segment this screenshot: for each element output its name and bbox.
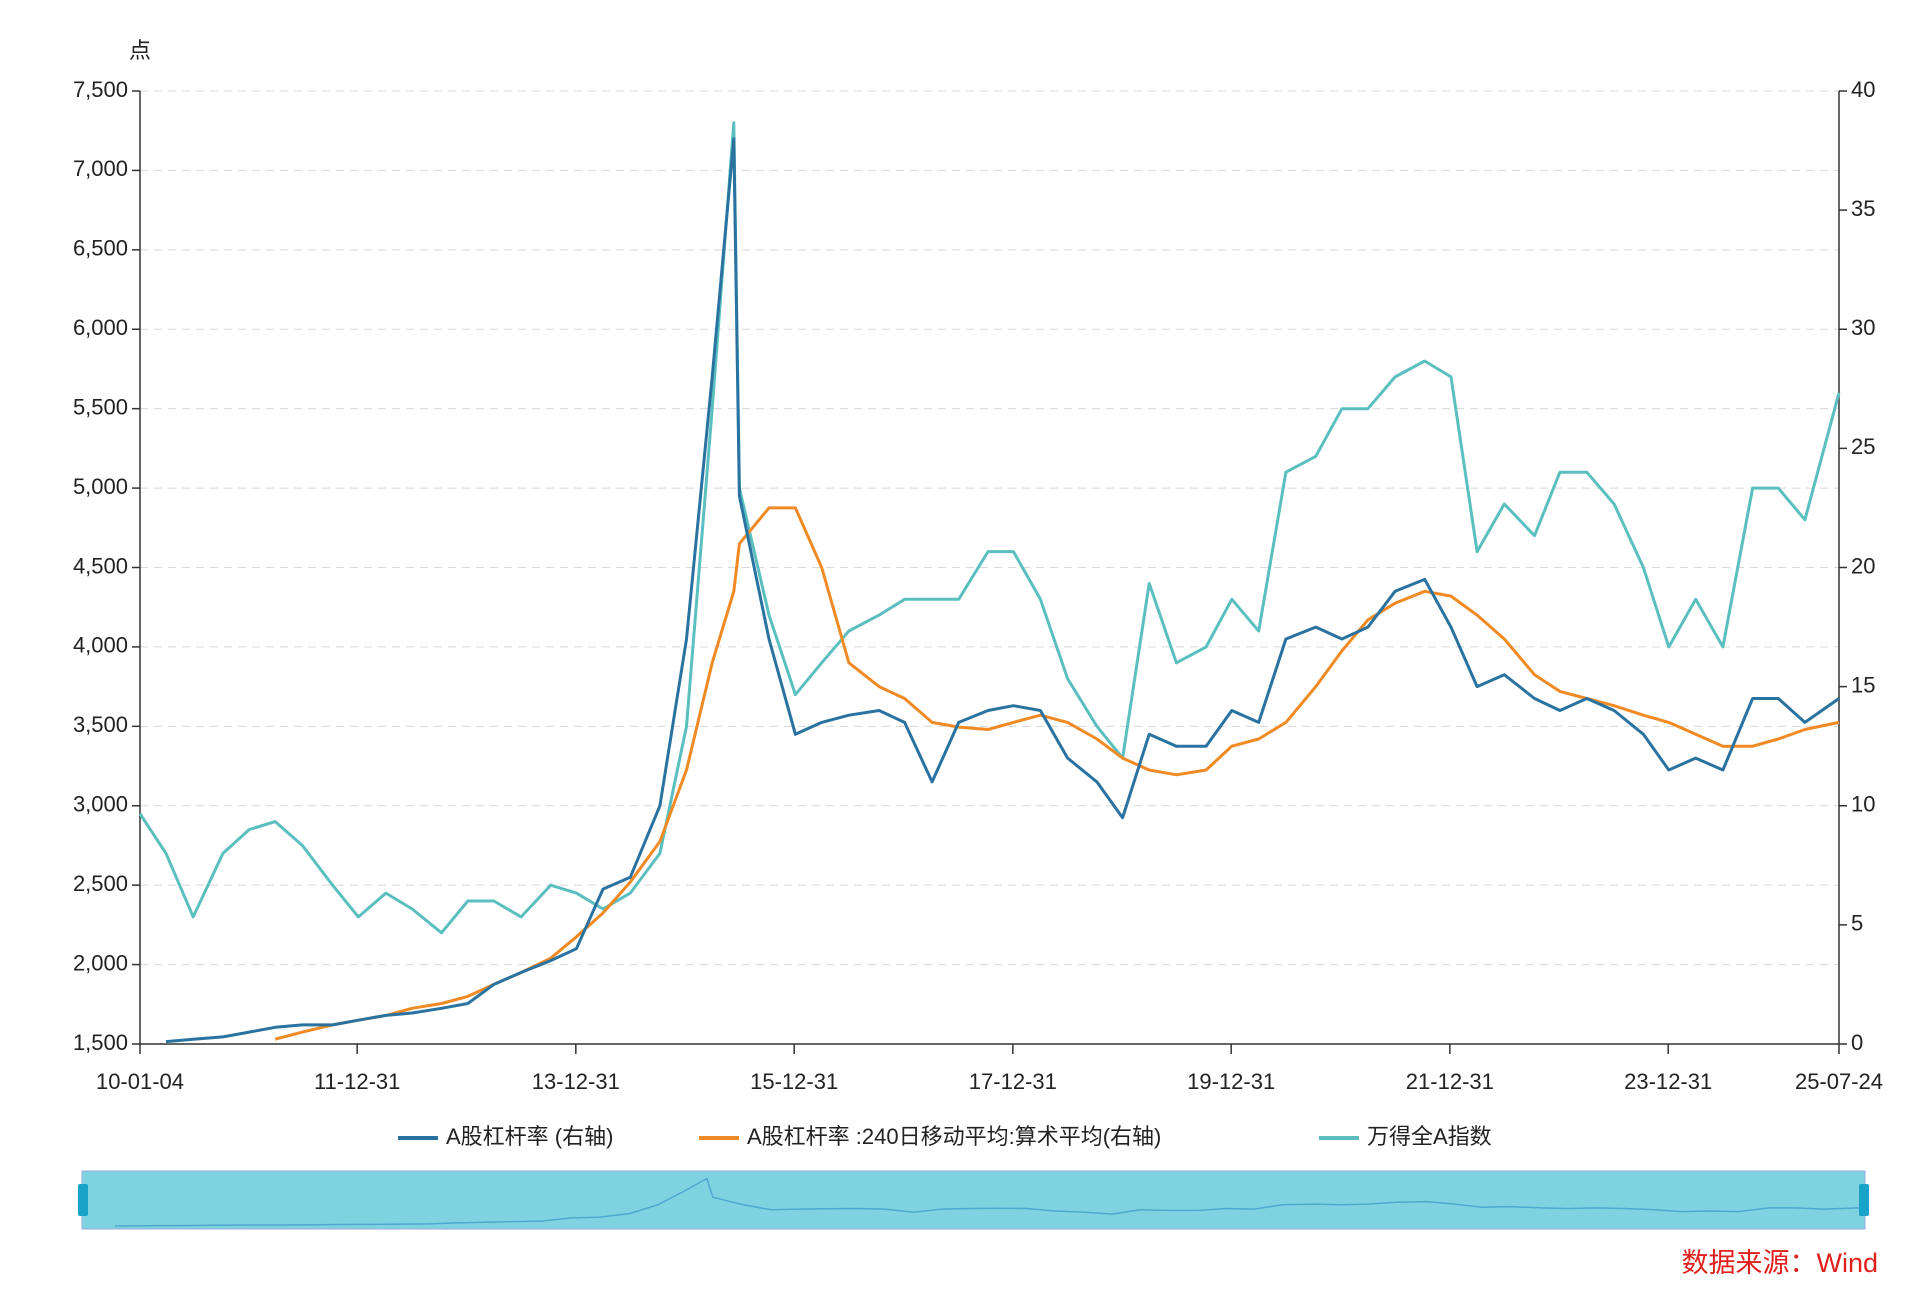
y2-tick-label: 10 bbox=[1851, 792, 1875, 817]
x-tick-label: 19-12-31 bbox=[1187, 1069, 1275, 1094]
y-tick-label: 5,000 bbox=[73, 474, 128, 499]
series-line bbox=[274, 506, 1840, 1041]
y-tick-label: 4,000 bbox=[73, 633, 128, 658]
y-tick-label: 4,500 bbox=[73, 553, 128, 578]
y-tick-label: 3,000 bbox=[73, 792, 128, 817]
navigator-handle[interactable] bbox=[1859, 1184, 1869, 1216]
legend-label: A股杠杆率 (右轴) bbox=[446, 1124, 613, 1149]
y-tick-label: 1,500 bbox=[73, 1030, 128, 1055]
x-tick-label: 11-12-31 bbox=[314, 1069, 400, 1094]
y-tick-label: 5,500 bbox=[73, 394, 128, 419]
series-line bbox=[165, 137, 1840, 1044]
legend-label: A股杠杆率 :240日移动平均:算术平均(右轴) bbox=[747, 1124, 1161, 1149]
y-tick-label: 3,500 bbox=[73, 712, 128, 737]
navigator[interactable] bbox=[81, 1170, 1866, 1230]
x-tick-label: 25-07-24 bbox=[1795, 1069, 1883, 1094]
series-line bbox=[138, 121, 1841, 935]
y2-tick-label: 40 bbox=[1851, 77, 1875, 102]
y2-tick-label: 35 bbox=[1851, 196, 1875, 221]
source: 数据来源：Wind bbox=[1681, 1248, 1878, 1278]
y2-tick-label: 15 bbox=[1851, 672, 1875, 697]
y-axis-label: 点 bbox=[129, 38, 151, 63]
y-tick-label: 2,500 bbox=[73, 871, 128, 896]
y-tick-label: 2,000 bbox=[73, 950, 128, 975]
y2-tick-label: 30 bbox=[1851, 315, 1875, 340]
navigator-handle[interactable] bbox=[78, 1184, 88, 1216]
navigator-line bbox=[115, 1177, 1860, 1227]
x-tick-label: 15-12-31 bbox=[750, 1069, 838, 1094]
y2-tick-label: 20 bbox=[1851, 553, 1875, 578]
x-tick-label: 10-01-04 bbox=[96, 1069, 184, 1094]
y-tick-label: 7,500 bbox=[73, 77, 128, 102]
y2-tick-label: 5 bbox=[1851, 911, 1863, 936]
legend-label: 万得全A指数 bbox=[1367, 1124, 1492, 1149]
x-tick-label: 23-12-31 bbox=[1624, 1069, 1712, 1094]
x-tick-label: 13-12-31 bbox=[532, 1069, 620, 1094]
y2-tick-label: 0 bbox=[1851, 1030, 1863, 1055]
x-tick-label: 21-12-31 bbox=[1406, 1069, 1494, 1094]
y-tick-label: 6,000 bbox=[73, 315, 128, 340]
y2-tick-label: 25 bbox=[1851, 434, 1875, 459]
x-tick-label: 17-12-31 bbox=[969, 1069, 1057, 1094]
y-tick-label: 7,000 bbox=[73, 156, 128, 181]
y-tick-label: 6,500 bbox=[73, 236, 128, 261]
